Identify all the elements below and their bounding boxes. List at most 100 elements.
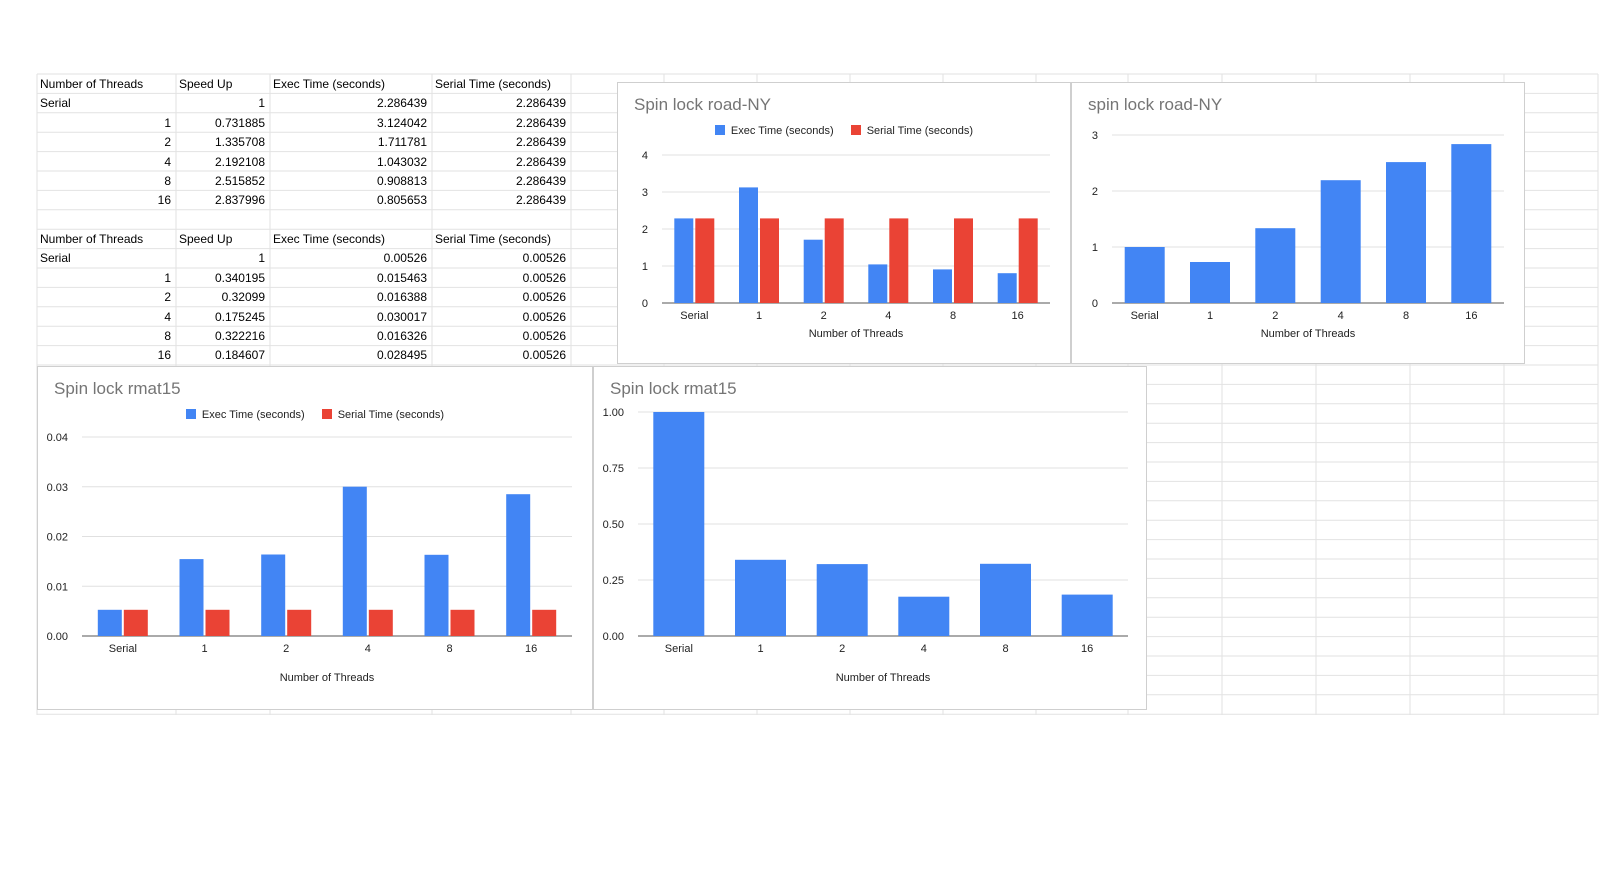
table-header-cell[interactable]: Serial Time (seconds) xyxy=(435,232,552,246)
legend-item-exec[interactable]: Exec Time (seconds) xyxy=(185,409,305,421)
bar-primary xyxy=(261,554,286,636)
chart-card-road-ny-speedup[interactable]: 0 1 2 3 Serial 1 2 4 8 16 Number of Threads spin l… xyxy=(1071,82,1525,364)
table-cell[interactable]: 0.32099 xyxy=(221,290,265,305)
table-cell[interactable]: 0.322216 xyxy=(214,329,265,343)
chart-rmat15-exec-time-svg: 0.00 0.01 0.02 0.03 0.04 Serial 1 2 4 8 16 Number o… xyxy=(47,432,572,684)
table-header-cell[interactable]: Serial Time (seconds) xyxy=(435,77,552,91)
table-cell[interactable]: 0.731885 xyxy=(214,115,265,130)
table-cell[interactable]: 0.015463 xyxy=(376,270,427,285)
table-cell[interactable]: 0.00526 xyxy=(522,290,566,305)
table-cell[interactable]: 0.00526 xyxy=(522,329,566,343)
table-cell[interactable]: 1 xyxy=(164,270,171,285)
chart-rmat15-speedup-svg: 0.00 0.25 0.50 0.75 1.00 Serial 1 2 4 8 16 Number o… xyxy=(603,407,1128,684)
bar-primary xyxy=(179,559,204,636)
bar-primary xyxy=(803,239,823,303)
bar-primary xyxy=(1190,262,1230,303)
x-tick-label: 2 xyxy=(839,643,845,655)
table-cell[interactable]: 1 xyxy=(258,251,265,266)
table-cell[interactable]: 1.043032 xyxy=(376,154,427,169)
bar-primary xyxy=(868,264,888,303)
table-cell[interactable]: 8 xyxy=(164,174,171,188)
table-cell[interactable]: 0.00526 xyxy=(522,251,566,266)
table-cell[interactable]: 0.805653 xyxy=(376,193,427,208)
chart-title: Spin lock rmat15 xyxy=(54,379,181,398)
table-header-cell[interactable]: Speed Up xyxy=(179,232,233,246)
table-header-cell[interactable]: Exec Time (seconds) xyxy=(273,232,386,246)
table-header-cell[interactable]: Number of Threads xyxy=(40,232,144,246)
chart-card-road-ny-exec-time[interactable]: 0 1 2 3 4 Serial 1 2 4 8 16 Number of Threads Spin … xyxy=(617,82,1071,364)
bar-serial xyxy=(205,609,230,636)
bar-primary xyxy=(1451,144,1492,303)
legend-item-serial[interactable]: Serial Time (seconds) xyxy=(321,409,444,421)
bar-serial xyxy=(954,218,973,303)
legend-swatch-exec xyxy=(185,409,196,419)
legend-label-exec: Exec Time (seconds) xyxy=(201,409,305,421)
table-cell[interactable]: 2.286439 xyxy=(515,154,566,169)
bar-primary xyxy=(1124,247,1165,303)
y-tick-label: 3 xyxy=(642,187,648,199)
table-cell[interactable]: 2.286439 xyxy=(515,115,566,130)
bar-primary xyxy=(506,494,531,636)
table-cell[interactable]: 0.028495 xyxy=(376,348,427,363)
chart-title: Spin lock road-NY xyxy=(634,95,772,114)
x-tick-label: 16 xyxy=(525,643,537,655)
table-header-cell[interactable]: Exec Time (seconds) xyxy=(273,77,386,91)
table-cell[interactable]: 0.016388 xyxy=(376,290,427,305)
x-tick-label: 8 xyxy=(1403,310,1409,322)
table-cell[interactable]: 2.286439 xyxy=(515,174,566,188)
table-cell[interactable]: 2.286439 xyxy=(515,193,566,208)
y-tick-label: 2 xyxy=(642,224,648,236)
table-cell[interactable]: 1.335708 xyxy=(214,135,265,150)
table-cell[interactable]: 0.016326 xyxy=(376,329,427,343)
table-cell[interactable]: 2.515852 xyxy=(214,174,265,188)
y-tick-label: 0.75 xyxy=(603,463,624,475)
bar-primary xyxy=(980,563,1031,636)
table-cell[interactable]: 4 xyxy=(164,154,171,169)
table-header-cell[interactable]: Speed Up xyxy=(179,77,233,91)
table-cell[interactable]: 16 xyxy=(157,348,171,363)
table-cell[interactable]: 1 xyxy=(258,96,265,111)
table-cell[interactable]: 2.837996 xyxy=(214,193,265,208)
table-cell[interactable]: 0.00526 xyxy=(522,270,566,285)
x-tick-label: 8 xyxy=(1002,643,1008,655)
table-cell[interactable]: 0.184607 xyxy=(214,348,265,363)
table-cell[interactable]: 2 xyxy=(164,290,171,305)
x-tick-label: 4 xyxy=(885,310,891,322)
bar-primary xyxy=(342,486,367,636)
bar-serial xyxy=(824,218,844,303)
table-cell[interactable]: 2 xyxy=(164,135,171,150)
table-cell[interactable]: 0.00526 xyxy=(383,251,427,266)
table-cell[interactable]: 0.030017 xyxy=(376,309,427,324)
table-cell[interactable]: 0.175245 xyxy=(214,309,265,324)
y-tick-label: 0.25 xyxy=(603,575,624,587)
table-cell[interactable]: 16 xyxy=(157,193,171,208)
chart-card-rmat15-speedup[interactable]: 0.00 0.25 0.50 0.75 1.00 Serial 1 2 4 8 16 Number o… xyxy=(593,366,1147,710)
table-cell[interactable]: 2.286439 xyxy=(515,135,566,150)
bar-primary xyxy=(424,554,449,636)
table-cell[interactable]: 4 xyxy=(164,309,171,324)
bar-primary xyxy=(97,609,122,636)
table-header-cell[interactable]: Number of Threads xyxy=(40,77,144,91)
table-cell[interactable]: 2.286439 xyxy=(515,96,566,111)
table-cell[interactable]: 1.711781 xyxy=(377,135,427,150)
chart-card-rmat15-exec-time[interactable]: 0.00 0.01 0.02 0.03 0.04 Serial 1 2 4 8 16 Number o… xyxy=(37,366,593,710)
chart-legend: Exec Time (seconds) Serial Time (seconds… xyxy=(618,125,1070,137)
bar-serial xyxy=(123,609,148,636)
legend-item-serial[interactable]: Serial Time (seconds) xyxy=(850,125,973,137)
chart-road-ny-speedup-svg: 0 1 2 3 Serial 1 2 4 8 16 Number of Threads xyxy=(1092,130,1504,340)
table-cell[interactable]: 2.286439 xyxy=(376,96,427,111)
bar-serial xyxy=(760,218,779,303)
table-cell[interactable]: 0.340195 xyxy=(214,270,265,285)
table-cell[interactable]: 1 xyxy=(164,115,171,130)
table-cell[interactable]: 3.124042 xyxy=(376,115,427,130)
table-cell[interactable]: 0.00526 xyxy=(522,309,566,324)
table-cell[interactable]: Serial xyxy=(40,251,71,266)
table-cell[interactable]: 2.192108 xyxy=(214,154,265,169)
legend-item-exec[interactable]: Exec Time (seconds) xyxy=(714,125,834,137)
table-cell[interactable]: 0.908813 xyxy=(376,174,427,188)
x-axis-title: Number of Threads xyxy=(836,672,931,684)
table-cell[interactable]: Serial xyxy=(40,96,71,111)
x-tick-label: 8 xyxy=(950,310,956,322)
table-cell[interactable]: 0.00526 xyxy=(522,348,566,363)
table-cell[interactable]: 8 xyxy=(164,329,171,343)
